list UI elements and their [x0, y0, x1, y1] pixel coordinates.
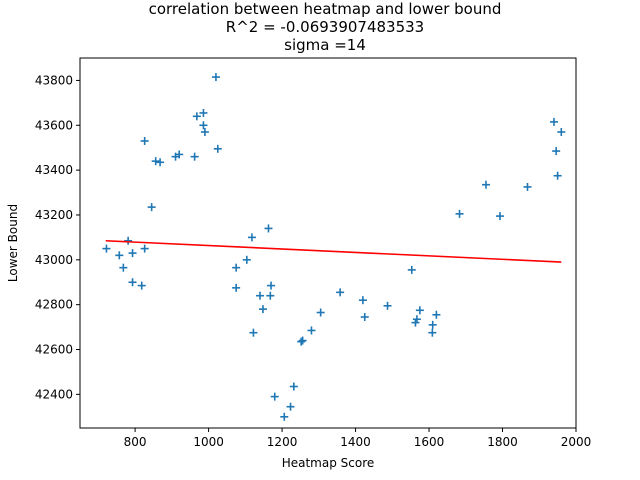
data-point — [557, 128, 566, 136]
y-tick-label: 42800 — [35, 298, 73, 312]
data-point — [192, 112, 201, 121]
chart-title-line-2: R^2 = -0.0693907483533 — [226, 18, 424, 36]
data-point — [175, 150, 184, 159]
data-point — [336, 288, 345, 297]
x-axis: 800 1000 1200 1400 1600 1800 2000 — [124, 428, 592, 449]
data-point — [523, 182, 532, 191]
data-point — [455, 209, 464, 218]
y-tick-label: 42400 — [35, 387, 73, 401]
data-point — [115, 251, 124, 260]
data-point — [428, 320, 437, 329]
data-point — [199, 121, 208, 130]
data-point — [266, 291, 275, 300]
data-point — [190, 152, 199, 161]
data-point — [140, 136, 149, 145]
data-point — [316, 308, 325, 317]
x-tick-label: 1000 — [193, 435, 224, 449]
chart-title-line-3: sigma =14 — [284, 36, 366, 54]
data-point — [128, 278, 137, 287]
data-point — [264, 224, 273, 233]
data-point — [232, 263, 241, 272]
data-point — [200, 128, 209, 136]
data-point — [432, 310, 441, 319]
y-tick-label: 43600 — [35, 118, 73, 132]
data-point — [249, 328, 258, 337]
regression-line — [105, 239, 562, 263]
data-point — [128, 249, 137, 258]
data-point — [428, 328, 437, 337]
y-tick-label: 42600 — [35, 343, 73, 357]
x-axis-label: Heatmap Score — [282, 456, 375, 470]
plot-frame — [79, 57, 577, 429]
data-point — [267, 281, 276, 290]
data-point — [360, 313, 369, 321]
x-tick-label: 1800 — [487, 435, 518, 449]
data-point — [495, 212, 504, 221]
data-point — [242, 255, 251, 264]
data-point — [211, 73, 220, 82]
data-point — [298, 336, 307, 345]
data-point — [549, 117, 558, 126]
y-tick-label: 43000 — [35, 253, 73, 267]
data-point — [412, 315, 421, 324]
data-point — [213, 144, 222, 153]
y-axis-label: Lower Bound — [6, 204, 20, 282]
y-tick-label: 43800 — [35, 73, 73, 87]
data-point — [307, 326, 316, 335]
data-point — [289, 382, 298, 391]
chart-title-line-1: correlation between heatmap and lower bo… — [149, 0, 502, 18]
y-tick-label: 43400 — [35, 163, 73, 177]
data-point — [358, 296, 367, 305]
data-point — [156, 158, 165, 167]
data-point — [199, 108, 208, 117]
data-point — [270, 392, 279, 401]
data-point — [140, 244, 149, 253]
x-tick-label: 1400 — [340, 435, 371, 449]
y-axis: 42400 42600 42800 43000 43200 43400 43600 43800 — [35, 73, 80, 401]
data-point — [256, 291, 265, 300]
data-point — [552, 147, 561, 156]
data-point — [286, 402, 295, 411]
data-point — [258, 305, 267, 314]
data-point — [553, 171, 562, 180]
data-point — [247, 233, 256, 242]
data-point — [232, 283, 241, 292]
data-point — [124, 236, 133, 245]
data-point — [481, 180, 490, 189]
data-point — [280, 412, 289, 421]
data-point — [383, 301, 392, 310]
data-point — [297, 337, 306, 346]
data-point — [151, 157, 160, 166]
data-point — [407, 265, 416, 274]
data-point — [415, 306, 424, 315]
data-point — [102, 244, 111, 253]
data-point — [137, 281, 146, 290]
y-tick-label: 43200 — [35, 208, 73, 222]
x-tick-label: 1200 — [267, 435, 298, 449]
data-point — [147, 203, 156, 212]
plot-area — [102, 73, 566, 421]
x-tick-label: 2000 — [561, 435, 592, 449]
x-tick-label: 1600 — [414, 435, 445, 449]
data-point — [119, 263, 128, 272]
x-tick-label: 800 — [124, 435, 147, 449]
